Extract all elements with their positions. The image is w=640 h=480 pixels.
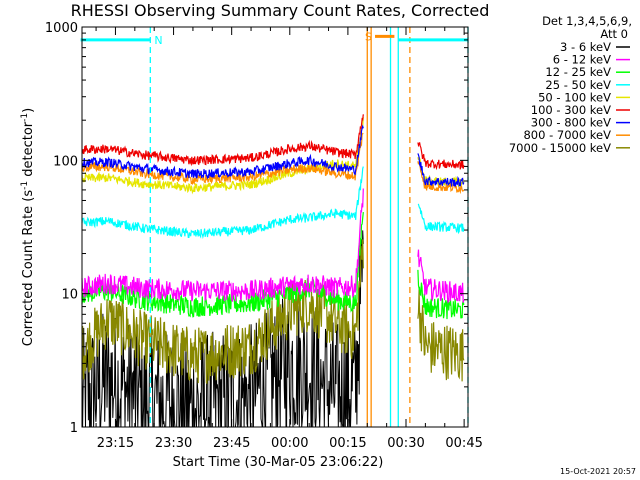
series-3-6-kev <box>81 230 364 429</box>
annotation-label: N <box>154 34 162 47</box>
legend-entry: 6 - 12 keV <box>553 53 630 67</box>
y-axis: 1 10 100 1000 <box>45 21 468 436</box>
series-line <box>81 188 465 304</box>
series-line <box>81 132 465 195</box>
legend-entry: 100 - 300 keV <box>531 103 630 117</box>
legend-entry: 300 - 800 keV <box>531 116 630 130</box>
x-axis: 23:15 23:30 23:45 00:00 00:15 00:30 00:45 <box>95 27 483 451</box>
legend-label: 12 - 25 keV <box>545 65 611 79</box>
x-tick-label: 00:45 <box>445 436 482 451</box>
legend-entry: 800 - 7000 keV <box>523 128 630 142</box>
y-tick-label: 10 <box>61 288 78 303</box>
series-line <box>81 124 465 187</box>
legend-entry: 25 - 50 keV <box>545 78 630 92</box>
y-axis-label: Corrected Count Rate (s-1 detector-1) <box>20 108 36 346</box>
series-800-7000-kev <box>81 132 465 195</box>
series-line <box>81 114 465 171</box>
x-tick-label: 00:15 <box>329 436 366 451</box>
chart-title: RHESSI Observing Summary Count Rates, Co… <box>71 1 490 20</box>
x-tick-label: 00:30 <box>387 436 424 451</box>
series-100-300-kev <box>81 114 465 171</box>
legend-entry: 50 - 100 keV <box>538 90 630 104</box>
series-line <box>81 239 465 385</box>
annotation-label: S <box>365 30 372 43</box>
series-6-12-kev <box>81 188 465 304</box>
legend-label: 100 - 300 keV <box>531 103 611 117</box>
x-tick-label: 23:45 <box>213 436 250 451</box>
x-tick-label: 23:15 <box>97 436 134 451</box>
marker-layer <box>149 27 469 427</box>
y-tick-label: 100 <box>53 154 78 169</box>
x-axis-label: Start Time (30-Mar-05 23:06:22) <box>173 455 384 470</box>
legend-header-line2: Att 0 <box>600 27 628 41</box>
x-tick-label: 00:00 <box>271 436 308 451</box>
legend-label: 25 - 50 keV <box>545 78 611 92</box>
x-tick-label: 23:30 <box>155 436 192 451</box>
legend-entry: 3 - 6 keV <box>560 40 630 54</box>
legend-entry: 7000 - 15000 keV <box>509 141 630 155</box>
series-300-800-kev <box>81 124 465 187</box>
legend-label: 6 - 12 keV <box>553 53 611 67</box>
legend-label: 50 - 100 keV <box>538 90 611 104</box>
legend-label: 7000 - 15000 keV <box>509 141 611 155</box>
plot-frame <box>81 26 469 428</box>
series-line <box>81 230 364 429</box>
series-line <box>81 166 465 240</box>
legend-header-line1: Det 1,3,4,5,6,9, <box>542 14 632 28</box>
series-25-50-kev <box>81 166 465 240</box>
y-tick-label: 1 <box>70 421 78 436</box>
series-layer <box>81 114 465 429</box>
y-tick-label: 1000 <box>45 21 78 36</box>
series-7000-15000-kev <box>81 239 465 385</box>
legend-label: 300 - 800 keV <box>531 116 611 130</box>
legend-label: 3 - 6 keV <box>560 40 611 54</box>
legend-label: 800 - 7000 keV <box>523 128 611 142</box>
footer-timestamp: 15-Oct-2021 20:57 <box>560 467 636 476</box>
legend-entry: 12 - 25 keV <box>545 65 630 79</box>
